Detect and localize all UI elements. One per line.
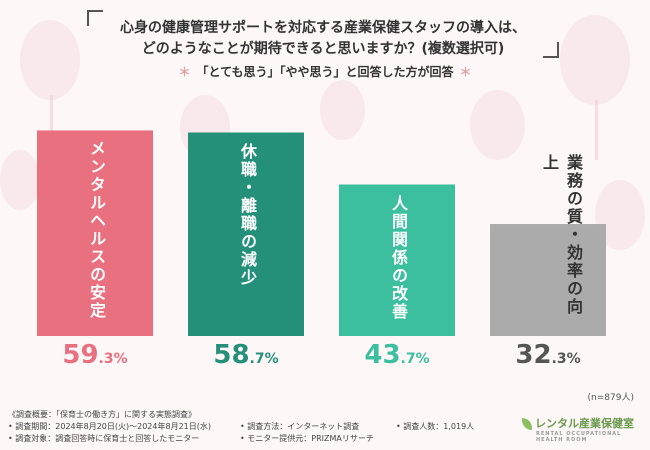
bar-label-1: メンタルヘルスの安定 — [87, 140, 106, 321]
survey-provider: • モニター提供元：PRIZMAリサーチ — [240, 434, 374, 443]
sample-size: (n=879人) — [587, 393, 634, 403]
value-label-2: 58.7% — [213, 340, 279, 370]
survey-method: • 調査方法：インターネット調査 — [240, 422, 360, 431]
note-text: 「とても思う」「やや思う」と回答した方が回答 — [196, 65, 454, 79]
bar-3 — [339, 184, 455, 336]
value-label-1: 59.3% — [62, 340, 128, 370]
asterisk-icon: ＊ — [178, 65, 191, 79]
survey-footer: 《調査概要：「保育士の働き方」に関する実態調査》 • 調査期間：2024年8月2… — [8, 409, 474, 445]
survey-target: • 調査対象：調査回答時に保育士と回答したモニター — [8, 434, 200, 443]
bar-2 — [188, 132, 304, 336]
bar-label-3: 人間関係の改善 — [389, 194, 408, 321]
title-bracket-top-left — [87, 10, 103, 26]
title-bracket-bottom-right — [543, 42, 559, 58]
survey-overview: 《調査概要：「保育士の働き方」に関する実態調査》 — [8, 410, 196, 419]
survey-respondents: • 調査人数：1,019人 — [396, 422, 475, 431]
response-note: ＊ 「とても思う」「やや思う」と回答した方が回答 ＊ — [0, 63, 650, 80]
leaf-icon — [522, 418, 532, 430]
chart-title: 心身の健康管理サポートを対応する産業保健スタッフの導入は、 どのようなことが期待… — [87, 10, 559, 58]
title-line-2: どのようなことが期待できると思いますか？(複数選択可) — [141, 41, 505, 57]
bar-label-4: 業務の質・効率の向上 — [540, 154, 583, 317]
bar-1 — [37, 130, 153, 336]
value-label-4: 32.3% — [515, 340, 581, 370]
brand-logo: レンタル産業保健室 RENTAL OCCUPATIONAL HEALTH ROO… — [522, 415, 650, 443]
logo-name: レンタル産業保健室 — [535, 417, 634, 430]
asterisk-icon: ＊ — [459, 65, 472, 79]
survey-period: • 調査期間：2024年8月20日(火)～2024年8月21日(水) — [8, 422, 212, 431]
value-label-3: 43.7% — [364, 340, 430, 370]
logo-subtitle: RENTAL OCCUPATIONAL HEALTH ROOM — [536, 431, 622, 443]
bar-label-2: 休職・離職の減少 — [238, 142, 257, 287]
title-line-1: 心身の健康管理サポートを対応する産業保健スタッフの導入は、 — [120, 20, 526, 36]
bar-4 — [490, 224, 606, 336]
